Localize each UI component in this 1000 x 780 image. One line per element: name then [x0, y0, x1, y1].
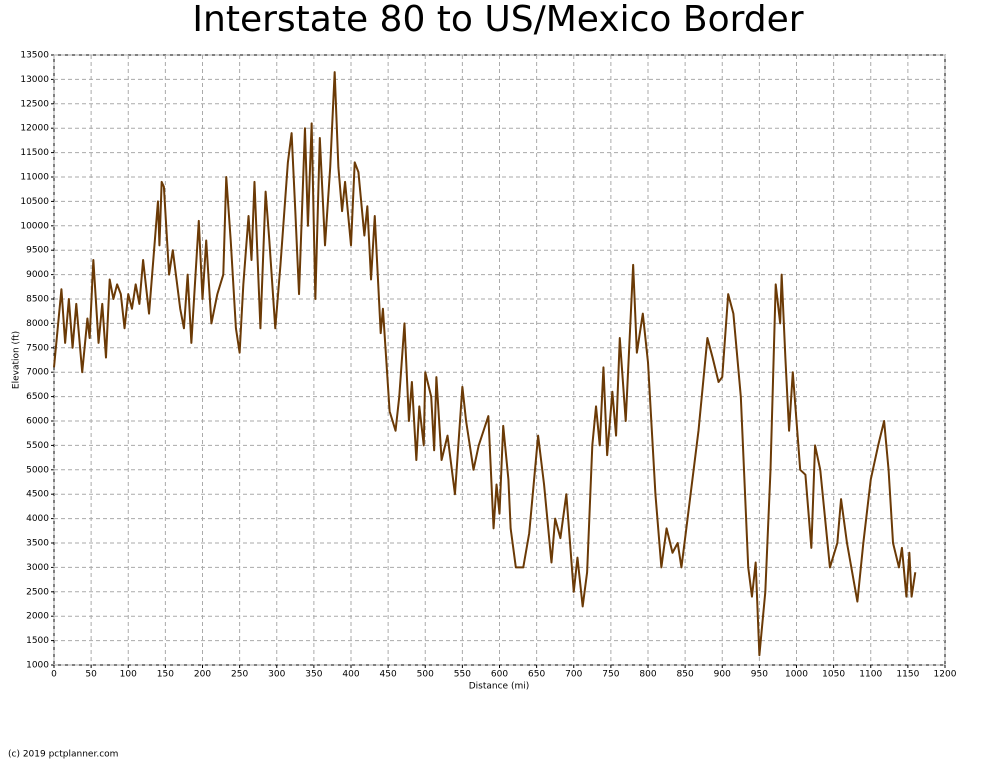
- y-tick-label: 5500: [26, 441, 49, 451]
- y-tick-label: 11000: [20, 173, 49, 183]
- x-tick-label: 200: [194, 670, 211, 680]
- y-tick-label: 1500: [26, 636, 49, 646]
- x-tick-label: 950: [751, 670, 768, 680]
- x-tick-label: 900: [714, 670, 731, 680]
- x-tick-label: 300: [268, 670, 285, 680]
- x-tick-label: 800: [639, 670, 656, 680]
- y-tick-label: 9000: [26, 270, 49, 280]
- y-tick-label: 8000: [26, 319, 49, 329]
- y-tick-label: 12000: [20, 124, 49, 134]
- x-tick-label: 650: [528, 670, 545, 680]
- x-tick-label: 1100: [859, 670, 882, 680]
- y-tick-label: 13500: [20, 51, 49, 61]
- y-tick-label: 13000: [20, 75, 49, 85]
- x-tick-label: 400: [342, 670, 359, 680]
- y-tick-label: 8500: [26, 295, 49, 305]
- x-tick-label: 600: [491, 670, 508, 680]
- x-tick-label: 1200: [934, 670, 957, 680]
- y-axis-label: Elevation (ft): [12, 331, 22, 389]
- chart-title: Interstate 80 to US/Mexico Border: [192, 0, 803, 40]
- y-tick-label: 7500: [26, 343, 49, 353]
- y-tick-label: 5000: [26, 465, 49, 475]
- x-tick-label: 50: [85, 670, 97, 680]
- y-tick-label: 3500: [26, 539, 49, 549]
- x-tick-label: 100: [120, 670, 137, 680]
- y-tick-label: 6500: [26, 392, 49, 402]
- x-tick-label: 700: [565, 670, 582, 680]
- x-tick-label: 250: [231, 670, 248, 680]
- x-tick-label: 750: [602, 670, 619, 680]
- y-tick-label: 2500: [26, 587, 49, 597]
- x-tick-label: 850: [677, 670, 694, 680]
- elevation-line: [53, 71, 917, 657]
- y-tick-label: 2000: [26, 612, 49, 622]
- y-tick-label: 6000: [26, 417, 49, 427]
- footer: (c) 2019 pctplanner.com: [8, 750, 118, 760]
- y-tick-label: 3000: [26, 563, 49, 573]
- y-tick-label: 11500: [20, 148, 49, 158]
- y-tick-label: 9500: [26, 246, 49, 256]
- x-tick-label: 150: [157, 670, 174, 680]
- x-tick-label: 1000: [785, 670, 808, 680]
- x-tick-label: 1150: [896, 670, 919, 680]
- y-tick-label: 12500: [20, 99, 49, 109]
- y-tick-label: 10500: [20, 197, 49, 207]
- y-tick-label: 4000: [26, 514, 49, 524]
- y-tick-label: 4500: [26, 490, 49, 500]
- x-tick-label: 500: [417, 670, 434, 680]
- y-tick-label: 1000: [26, 661, 49, 671]
- x-axis-label: Distance (mi): [469, 682, 530, 692]
- x-tick-label: 1050: [822, 670, 845, 680]
- x-tick-label: 0: [51, 670, 57, 680]
- y-tick-label: 7000: [26, 368, 49, 378]
- y-tick-label: 10000: [20, 221, 49, 231]
- x-tick-label: 450: [380, 670, 397, 680]
- x-tick-label: 350: [305, 670, 322, 680]
- x-tick-label: 550: [454, 670, 471, 680]
